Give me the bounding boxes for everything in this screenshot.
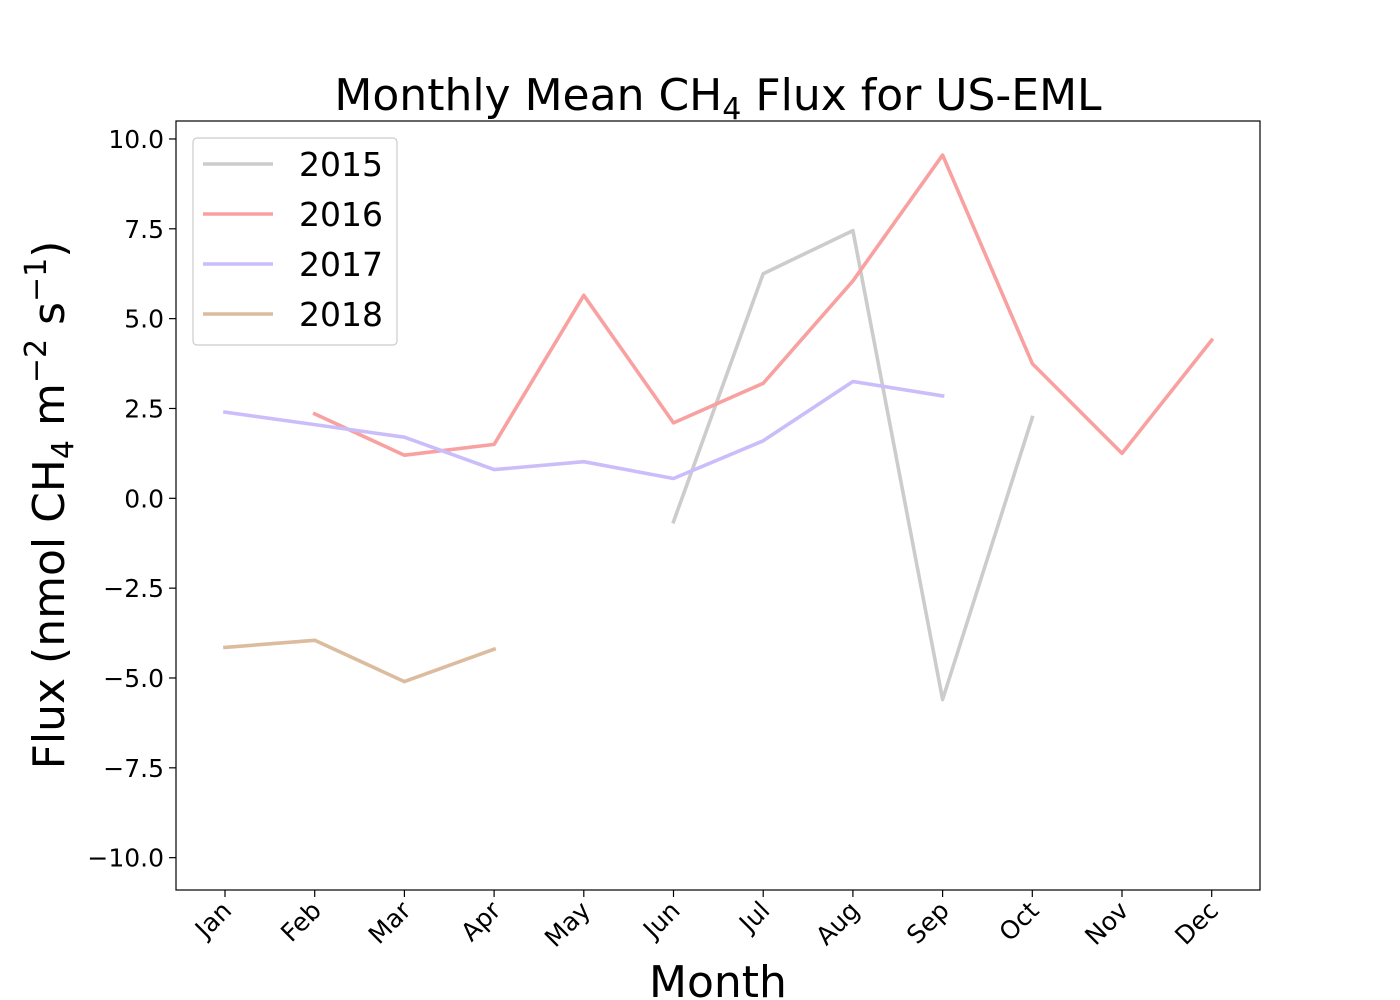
plot-frame xyxy=(175,120,1261,891)
x-tick-label: Jun xyxy=(636,896,686,946)
legend-label: 2018 xyxy=(299,295,383,334)
y-tick-label: 10.0 xyxy=(108,125,164,154)
chart-title: Monthly Mean CH4 Flux for US-EML xyxy=(334,70,1102,127)
x-axis: Jan Feb Mar Apr May Jun Jul Aug Sep Oct Nov Dec xyxy=(188,890,1224,953)
legend-box xyxy=(192,137,398,346)
y-tick-label: −2.5 xyxy=(103,574,164,603)
series-line-2017 xyxy=(222,379,945,481)
x-tick-label: Mar xyxy=(363,895,417,949)
series-line-2016 xyxy=(312,153,1215,457)
y-tick-label: −7.5 xyxy=(103,754,164,783)
x-tick-label: Oct xyxy=(993,896,1044,947)
x-tick-label: Dec xyxy=(1169,896,1224,951)
legend: 2015 2016 2017 2018 xyxy=(192,137,398,346)
x-tick-label: Feb xyxy=(275,896,327,948)
y-tick-label: 7.5 xyxy=(124,215,164,244)
legend-label: 2017 xyxy=(299,245,383,284)
y-tick-label: −5.0 xyxy=(103,664,164,693)
y-tick-label: −10.0 xyxy=(87,844,164,873)
legend-label: 2016 xyxy=(299,195,383,234)
series-line-2018 xyxy=(223,638,497,684)
x-tick-label: Aug xyxy=(810,896,865,951)
x-tick-label: Jul xyxy=(732,896,775,939)
series-layer xyxy=(222,153,1215,702)
y-axis: 10.0 7.5 5.0 2.5 0.0 −2.5 −5.0 −7.5 −10.0 xyxy=(87,125,176,873)
x-axis-label: Month xyxy=(649,957,787,1000)
y-tick-label: 2.5 xyxy=(124,394,164,423)
series-line-2015 xyxy=(671,228,1035,702)
y-tick-label: 5.0 xyxy=(124,305,164,334)
x-tick-label: May xyxy=(539,896,596,953)
y-axis-label: Flux (nmol CH4 m−2 s−1) xyxy=(19,241,81,770)
x-tick-label: Jan xyxy=(188,896,237,945)
y-tick-label: 0.0 xyxy=(124,484,164,513)
x-tick-label: Apr xyxy=(455,895,507,947)
x-tick-label: Sep xyxy=(901,896,955,950)
legend-label: 2015 xyxy=(299,145,383,184)
x-tick-label: Nov xyxy=(1079,896,1134,951)
plot-area xyxy=(175,120,1261,891)
